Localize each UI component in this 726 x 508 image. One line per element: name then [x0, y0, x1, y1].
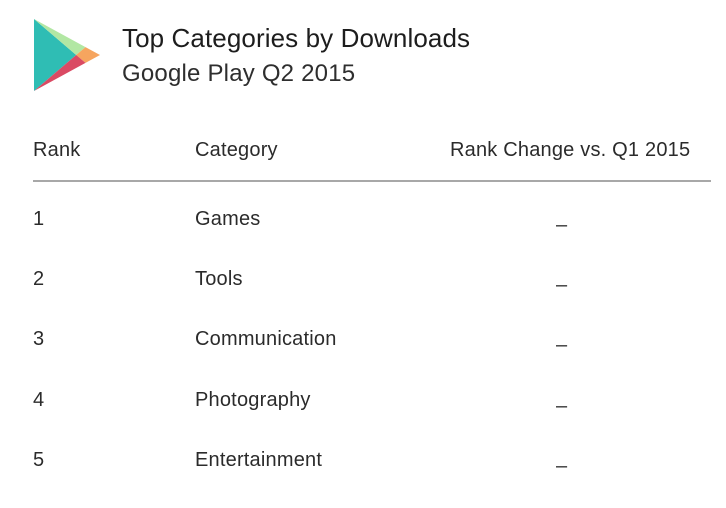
no-change-dash: –: [556, 274, 568, 297]
logo-pink-shape: [34, 55, 86, 91]
table-row: 4 Photography –: [33, 370, 711, 430]
column-header-rank-change: Rank Change vs. Q1 2015: [450, 139, 691, 161]
google-play-logo-icon: [34, 19, 100, 91]
table-body: 1 Games – 2 Tools – 3 Communication –: [33, 189, 711, 491]
column-header-category: Category: [195, 139, 278, 161]
category-cell: Games: [195, 207, 261, 230]
header-divider: [33, 180, 711, 182]
rank-change-cell: –: [450, 208, 711, 236]
rank-cell: 5: [33, 449, 45, 472]
rank-cell: 1: [33, 207, 45, 230]
rank-change-cell: –: [450, 449, 711, 477]
rank-cell: 2: [33, 268, 45, 291]
logo-orange-shape: [76, 47, 100, 63]
no-change-dash: –: [556, 455, 568, 478]
page-subtitle: Google Play Q2 2015: [122, 60, 356, 87]
categories-table: Rank Category Rank Change vs. Q1 2015 1 …: [33, 139, 711, 491]
column-header-rank: Rank: [33, 139, 81, 161]
table-row: 2 Tools –: [33, 249, 711, 309]
no-change-dash: –: [556, 334, 568, 357]
rank-cell: 4: [33, 388, 45, 411]
no-change-dash: –: [556, 213, 568, 236]
logo-teal-shape: [34, 19, 77, 91]
no-change-dash: –: [556, 394, 568, 417]
category-cell: Communication: [195, 328, 337, 351]
category-cell: Tools: [195, 268, 243, 291]
table-header-row: Rank Category Rank Change vs. Q1 2015: [33, 139, 711, 180]
rank-change-cell: –: [450, 328, 711, 356]
logo-mint-shape: [34, 19, 86, 55]
rank-cell: 3: [33, 328, 45, 351]
page-title: Top Categories by Downloads: [122, 23, 471, 53]
rank-change-cell: –: [450, 268, 711, 296]
table-row: 1 Games –: [33, 189, 711, 249]
header-titles: Top Categories by Downloads Google Play …: [122, 23, 470, 87]
rank-change-cell: –: [450, 389, 711, 417]
category-cell: Photography: [195, 388, 311, 411]
table-row: 3 Communication –: [33, 310, 711, 370]
category-cell: Entertainment: [195, 449, 323, 472]
table-row: 5 Entertainment –: [33, 431, 711, 491]
